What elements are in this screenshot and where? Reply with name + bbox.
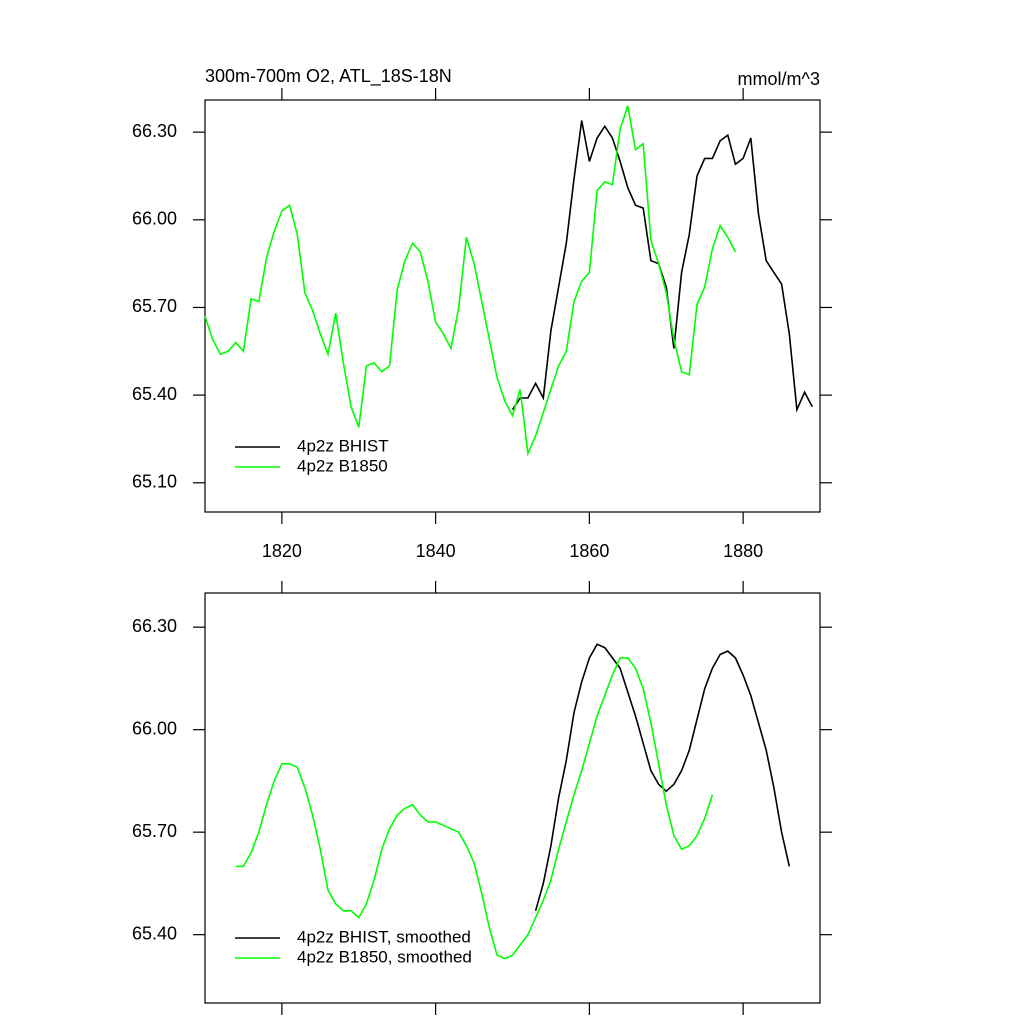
- y-tick-label: 66.30: [132, 616, 177, 636]
- data-line: [235, 657, 714, 960]
- legend-label: 4p2z B1850, smoothed: [297, 947, 472, 966]
- chart-title: 300m-700m O2, ATL_18S-18N: [205, 66, 452, 87]
- legend-label: 4p2z BHIST, smoothed: [297, 927, 471, 946]
- legend-label: 4p2z B1850: [297, 456, 388, 475]
- y-tick-label: 65.40: [132, 923, 177, 943]
- x-tick-label: 1860: [569, 541, 609, 561]
- data-line: [204, 105, 737, 457]
- y-tick-label: 65.70: [132, 821, 177, 841]
- x-tick-label: 1880: [723, 541, 763, 561]
- unit-label: mmol/m^3: [738, 69, 820, 89]
- data-line: [511, 120, 814, 413]
- data-line: [534, 643, 791, 912]
- y-tick-label: 66.00: [132, 718, 177, 738]
- y-tick-label: 65.10: [132, 472, 177, 492]
- x-tick-label: 1840: [416, 541, 456, 561]
- y-tick-label: 66.30: [132, 121, 177, 141]
- y-tick-label: 65.70: [132, 296, 177, 316]
- y-tick-label: 65.40: [132, 384, 177, 404]
- y-tick-label: 66.00: [132, 209, 177, 229]
- legend-label: 4p2z BHIST: [297, 436, 389, 455]
- plot-frame: [204, 592, 821, 1004]
- plot-frame: [204, 99, 821, 513]
- x-tick-label: 1820: [262, 541, 302, 561]
